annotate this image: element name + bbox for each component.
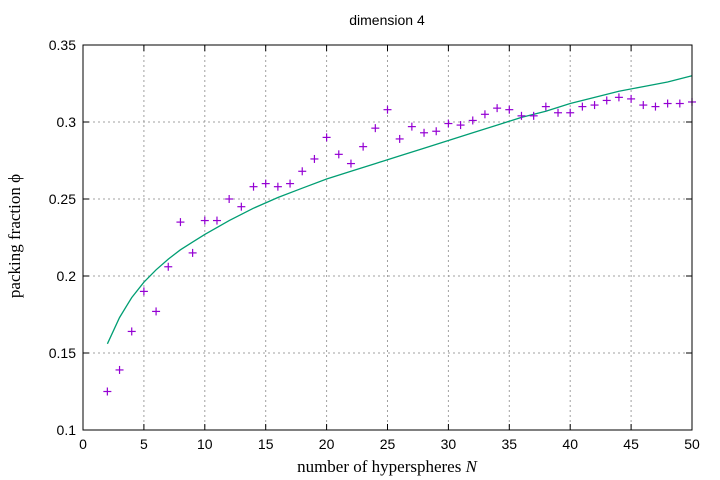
data-point xyxy=(152,307,161,316)
data-point xyxy=(359,142,368,151)
data-point xyxy=(529,111,538,120)
data-point xyxy=(420,128,429,137)
x-tick-label: 20 xyxy=(319,436,335,452)
y-tick-label: 0.15 xyxy=(49,345,76,361)
y-tick-label: 0.25 xyxy=(49,191,76,207)
data-point xyxy=(176,218,185,227)
y-tick-label: 0.1 xyxy=(57,422,77,438)
data-point xyxy=(237,202,246,211)
data-point xyxy=(480,110,489,119)
data-point xyxy=(127,327,136,336)
x-tick-label: 25 xyxy=(380,436,396,452)
data-point xyxy=(164,262,173,271)
data-point xyxy=(103,387,112,396)
y-axis-label-text: packing fraction xyxy=(5,183,24,298)
data-point xyxy=(614,93,623,102)
data-point xyxy=(554,108,563,117)
x-tick-label: 35 xyxy=(502,436,518,452)
data-point xyxy=(249,182,258,191)
data-point xyxy=(322,133,331,142)
data-point xyxy=(517,111,526,120)
y-axis-label: packing fraction ϕ xyxy=(5,174,24,298)
data-point xyxy=(188,248,197,257)
data-point xyxy=(407,122,416,131)
data-point xyxy=(541,102,550,111)
y-tick-label: 0.35 xyxy=(49,37,76,53)
data-point xyxy=(493,104,502,113)
data-point xyxy=(651,102,660,111)
data-point xyxy=(225,195,234,203)
data-point xyxy=(371,124,380,133)
data-point xyxy=(346,159,355,168)
data-point xyxy=(456,121,465,130)
data-point xyxy=(639,101,648,110)
data-point xyxy=(627,94,636,103)
x-tick-label: 5 xyxy=(140,436,148,452)
data-point xyxy=(468,116,477,125)
data-point xyxy=(310,154,319,163)
data-point xyxy=(261,179,270,188)
fit-curve xyxy=(106,75,693,345)
x-axis-label-variable: N xyxy=(465,457,479,476)
data-point xyxy=(432,127,441,136)
x-tick-label: 50 xyxy=(684,436,700,452)
chart-title: dimension 4 xyxy=(349,12,425,28)
y-tick-label: 0.2 xyxy=(57,268,77,284)
x-tick-label: 30 xyxy=(441,436,457,452)
x-tick-label: 15 xyxy=(258,436,274,452)
data-point xyxy=(115,365,124,374)
data-point xyxy=(395,134,404,143)
data-point xyxy=(590,101,599,110)
data-point xyxy=(602,96,611,105)
plot-frame xyxy=(82,44,693,431)
grid xyxy=(83,45,692,430)
ticks: 0 5 10 15 20 25 30 35 40 45 50 0.1 0.15 0.2 0.25 0.3 0.3… xyxy=(49,37,700,452)
data-points-layer xyxy=(103,93,696,396)
data-point xyxy=(663,99,672,108)
data-point xyxy=(298,167,307,176)
data-point xyxy=(566,108,575,117)
data-point xyxy=(675,99,684,108)
data-point xyxy=(286,179,295,188)
data-point xyxy=(383,105,392,114)
data-point xyxy=(578,102,587,111)
x-tick-label: 10 xyxy=(197,436,213,452)
y-tick-label: 0.3 xyxy=(57,114,77,130)
data-point xyxy=(200,216,209,225)
data-point xyxy=(334,150,343,159)
data-point xyxy=(139,287,148,296)
x-axis-label-text: number of hyperspheres xyxy=(297,457,466,476)
x-axis-label: number of hyperspheres N xyxy=(297,457,479,476)
data-point xyxy=(505,105,514,114)
x-tick-label: 40 xyxy=(562,436,578,452)
x-tick-label: 0 xyxy=(79,436,87,452)
y-axis-label-variable: ϕ xyxy=(5,174,24,183)
fit-curve-layer xyxy=(106,75,693,345)
data-point xyxy=(212,216,221,225)
data-point xyxy=(444,119,453,128)
x-tick-label: 45 xyxy=(623,436,639,452)
data-point xyxy=(273,182,282,191)
